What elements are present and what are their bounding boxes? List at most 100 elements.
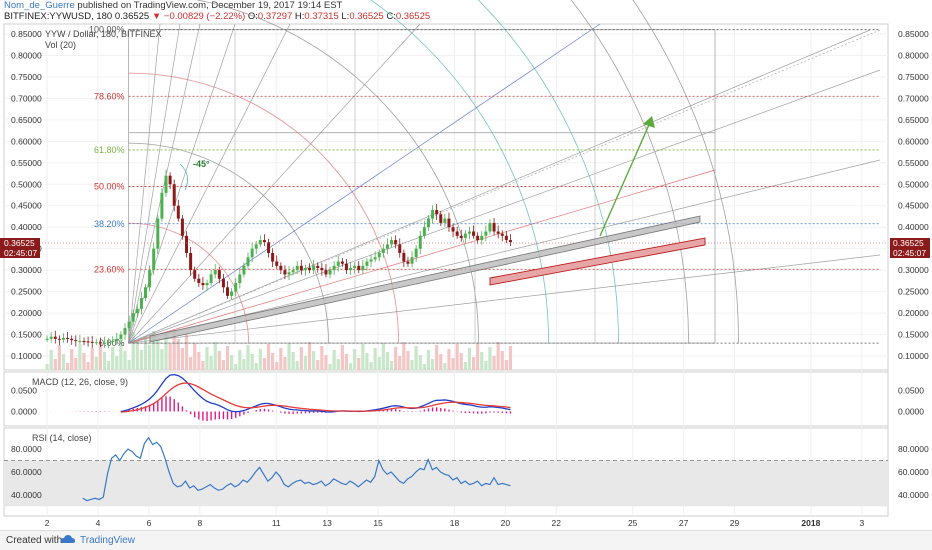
right-time-tag: 02:45:07	[893, 248, 926, 258]
volume-bar	[381, 343, 385, 370]
rsi-y-tick-label: 60.0000	[898, 467, 929, 477]
chart-canvas[interactable]: 100.00% 78.60% 61.80% 50.00% 38.20% 23.60% 0.0…	[0, 0, 932, 530]
candle-body	[312, 265, 316, 271]
chart-header: Nom_de_Guerre published on TradingView.c…	[0, 0, 932, 22]
volume-bar	[156, 340, 160, 370]
candle-body	[230, 291, 234, 296]
fib-label: 0.00%	[99, 338, 125, 348]
x-tick-label: 13	[322, 518, 332, 528]
volume-bar	[189, 357, 193, 370]
open-label: O:	[247, 11, 258, 22]
candle-body	[353, 265, 357, 268]
high-label: H:	[294, 11, 305, 22]
trend-channel-gray	[149, 215, 701, 343]
volume-bar	[238, 350, 242, 370]
volume-bar	[139, 350, 144, 370]
right-y-tick-label: 0.80000	[898, 50, 929, 60]
volume-bar	[123, 351, 127, 370]
candle-body	[455, 231, 459, 236]
candle-body	[357, 265, 361, 271]
candle-body	[422, 227, 426, 236]
candle-body	[193, 270, 197, 279]
volume-bar	[361, 344, 365, 370]
x-tick-label: 29	[730, 518, 740, 528]
publisher-name[interactable]: Nom_de_Guerre	[4, 0, 75, 11]
macd-y-tick-label: 0.0000	[898, 406, 924, 416]
candle-body	[492, 222, 496, 232]
right-y-tick-label: 0.75000	[898, 72, 929, 82]
fib-label: 50.00%	[94, 181, 125, 191]
time-axis: 2 4 6 8 11 13 15 18 20 22 25 27 29 2018 3	[45, 518, 865, 528]
candle-body	[426, 218, 430, 228]
candle-body	[139, 298, 143, 309]
macd-line	[120, 373, 511, 413]
candle-body	[201, 283, 205, 286]
volume-bar	[86, 362, 90, 370]
volume-bar	[299, 347, 303, 370]
volume-bar	[221, 360, 226, 370]
x-tick-label: 2	[45, 518, 50, 528]
right-y-tick-label: 0.15000	[898, 330, 929, 340]
volume-bar	[172, 330, 176, 370]
volume-bar	[152, 331, 156, 370]
candle-body	[451, 227, 455, 232]
candle-body	[90, 341, 94, 343]
x-tick-label: 18	[450, 518, 460, 528]
candle-body	[156, 218, 160, 249]
volume-bar	[49, 350, 53, 370]
volume-bar	[353, 349, 357, 370]
volume-bar	[168, 344, 172, 370]
right-y-tick-label: 0.45000	[898, 201, 929, 211]
gann-fan-line	[128, 254, 881, 344]
volume-bar	[328, 364, 332, 370]
volume-bar	[209, 356, 213, 370]
volume-bar	[357, 358, 361, 370]
macd-pane-title: MACD (12, 26, close, 9)	[32, 377, 128, 387]
candle-body	[480, 235, 484, 241]
candle-body	[324, 270, 328, 275]
gann-fan-line	[128, 69, 881, 344]
candle-body	[439, 214, 443, 223]
macd-left-tick-label: 0.0500	[11, 386, 37, 396]
candle-body	[443, 218, 447, 223]
candle-body	[406, 261, 410, 264]
volume-bar	[480, 352, 484, 370]
volume-bar	[61, 354, 66, 370]
symbol-info: BITFINEX:YYWUSD, 180 0.36525 ▼ −0.00829 …	[4, 11, 430, 22]
volume-bar	[348, 363, 353, 370]
candle-body	[488, 222, 492, 232]
low-label: L:	[341, 11, 350, 22]
left-time-tag: 02:45:07	[4, 248, 37, 258]
volume-bar	[508, 346, 513, 370]
volume-bar	[225, 346, 230, 370]
candle-body	[320, 267, 324, 271]
right-price-tag: 0.36525	[893, 238, 924, 248]
volume-bar	[98, 343, 103, 370]
publish-info: Nom_de_Guerre published on TradingView.c…	[4, 0, 342, 11]
candle-body	[172, 184, 176, 206]
candle-body	[254, 244, 258, 249]
candle-body	[53, 336, 57, 339]
volume-bar	[57, 345, 61, 370]
left-y-tick-label: 0.50000	[11, 179, 42, 189]
candle-body	[394, 240, 398, 245]
candle-body	[365, 261, 369, 266]
volume-bar	[217, 351, 221, 370]
volume-bar	[312, 351, 316, 370]
volume-bar	[74, 358, 78, 370]
grid-lines	[4, 24, 888, 516]
volume-bar	[377, 357, 381, 370]
rsi-left-tick-label: 60.0000	[11, 467, 42, 477]
x-tick-label: 8	[197, 518, 202, 528]
close-label: C:	[386, 11, 396, 22]
volume-bar	[262, 358, 267, 370]
right-y-tick-label: 0.60000	[898, 136, 929, 146]
volume-bar	[135, 341, 139, 370]
tradingview-brand[interactable]: TradingView	[80, 535, 136, 546]
left-y-tick-label: 0.75000	[11, 72, 42, 82]
candle-body	[390, 240, 394, 245]
rsi-pane-title: RSI (14, close)	[32, 433, 92, 443]
candle-body	[189, 252, 193, 271]
volume-bar	[373, 348, 377, 370]
high-value: 0.37315	[304, 11, 339, 22]
